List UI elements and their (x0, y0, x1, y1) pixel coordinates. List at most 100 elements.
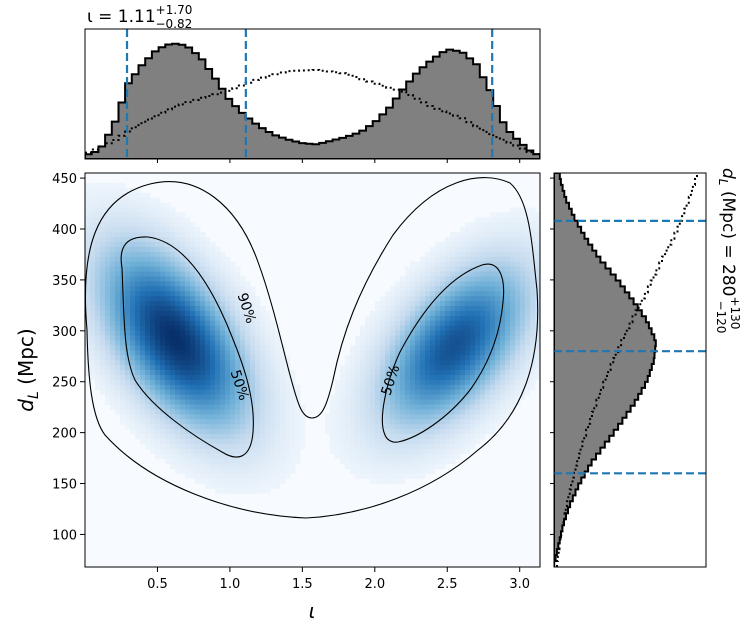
heatmap-cell (165, 325, 171, 332)
heatmap-cell (240, 384, 246, 391)
heatmap-cell (170, 315, 176, 322)
heatmap-cell (455, 345, 461, 351)
heatmap-cell (105, 192, 111, 199)
heatmap-cell (455, 310, 461, 317)
heatmap-cell (400, 473, 406, 479)
heatmap-cell (400, 370, 406, 376)
heatmap-cell (265, 404, 271, 410)
heatmap-cell (470, 241, 476, 248)
heatmap-cell (105, 241, 111, 248)
heatmap-cell (180, 384, 186, 391)
heatmap-cell (215, 370, 221, 376)
heatmap-cell (405, 266, 411, 272)
heatmap-cell (200, 340, 206, 346)
heatmap-cell (140, 335, 146, 341)
heatmap-cell (425, 384, 431, 391)
heatmap-cell (245, 320, 251, 327)
heatmap-cell (420, 409, 426, 415)
heatmap-cell (465, 281, 471, 287)
heatmap-cell (120, 202, 126, 208)
heatmap-cell (275, 453, 281, 460)
heatmap-cell (515, 296, 521, 302)
heatmap-cell (180, 419, 186, 425)
heatmap-cell (95, 271, 101, 277)
heatmap-cell (485, 379, 491, 386)
heatmap-cell (160, 424, 166, 430)
heatmap-cell (185, 315, 191, 322)
heatmap-cell (480, 266, 486, 272)
heatmap-cell (420, 473, 426, 479)
heatmap-cell (465, 315, 471, 322)
heatmap-cell (385, 429, 391, 435)
heatmap-cell (400, 438, 406, 445)
heatmap-cell (460, 389, 466, 396)
heatmap-cell (105, 246, 111, 253)
heatmap-cell (120, 414, 126, 420)
heatmap-cell (190, 320, 196, 327)
heatmap-cell (225, 438, 231, 445)
heatmap-cell (180, 232, 186, 238)
heatmap-cell (175, 286, 181, 292)
heatmap-cell (110, 246, 116, 253)
heatmap-cell (100, 251, 106, 258)
heatmap-cell (425, 355, 431, 361)
heatmap-cell (420, 271, 426, 277)
heatmap-cell (385, 424, 391, 430)
heatmap-cell (115, 246, 121, 253)
heatmap-cell (485, 301, 491, 307)
heatmap-cell (440, 438, 446, 445)
heatmap-cell (370, 473, 376, 479)
heatmap-cell (145, 365, 151, 371)
heatmap-cell (505, 330, 511, 337)
heatmap-cell (235, 389, 241, 396)
heatmap-cell (500, 350, 506, 356)
heatmap-cell (120, 261, 126, 268)
heatmap-cell (425, 256, 431, 263)
heatmap-cell (105, 286, 111, 292)
x-tick-label: 3.0 (509, 577, 530, 592)
heatmap-cell (395, 429, 401, 435)
heatmap-cell (195, 448, 201, 455)
heatmap-cell (110, 394, 116, 401)
right-prior-histogram (556, 173, 698, 567)
heatmap-cell (470, 424, 476, 430)
heatmap-cell (135, 232, 141, 238)
heatmap-cell (450, 345, 456, 351)
heatmap-cell (270, 355, 276, 361)
heatmap-cell (450, 374, 456, 381)
heatmap-cell (90, 197, 96, 204)
heatmap-cell (175, 305, 181, 312)
y-tick-label: 250 (52, 376, 77, 391)
heatmap-cell (450, 320, 456, 327)
heatmap-cell (355, 340, 361, 346)
heatmap-cell (210, 355, 216, 361)
heatmap-cell (430, 246, 436, 253)
heatmap-cell (210, 404, 216, 410)
heatmap-cell (225, 365, 231, 371)
heatmap-cell (375, 389, 381, 396)
heatmap-cell (125, 399, 131, 405)
heatmap-cell (410, 345, 416, 351)
heatmap-cell (230, 301, 236, 307)
heatmap-cell (265, 399, 271, 405)
heatmap-cell (440, 271, 446, 277)
heatmap-cell (280, 379, 286, 386)
heatmap-cell (150, 429, 156, 435)
heatmap-cell (420, 370, 426, 376)
heatmap-cell (90, 350, 96, 356)
heatmap-cell (255, 389, 261, 396)
heatmap-cell (145, 370, 151, 376)
heatmap-cell (400, 345, 406, 351)
heatmap-cell (395, 419, 401, 425)
heatmap-cell (515, 305, 521, 312)
heatmap-cell (180, 335, 186, 341)
heatmap-cell (360, 365, 366, 371)
heatmap-cell (530, 384, 536, 391)
heatmap-cell (415, 320, 421, 327)
heatmap-cell (205, 409, 211, 415)
heatmap-cell (520, 379, 526, 386)
heatmap-cell (445, 291, 451, 297)
heatmap-cell (485, 271, 491, 277)
heatmap-cell (415, 463, 421, 469)
heatmap-cell (225, 399, 231, 405)
